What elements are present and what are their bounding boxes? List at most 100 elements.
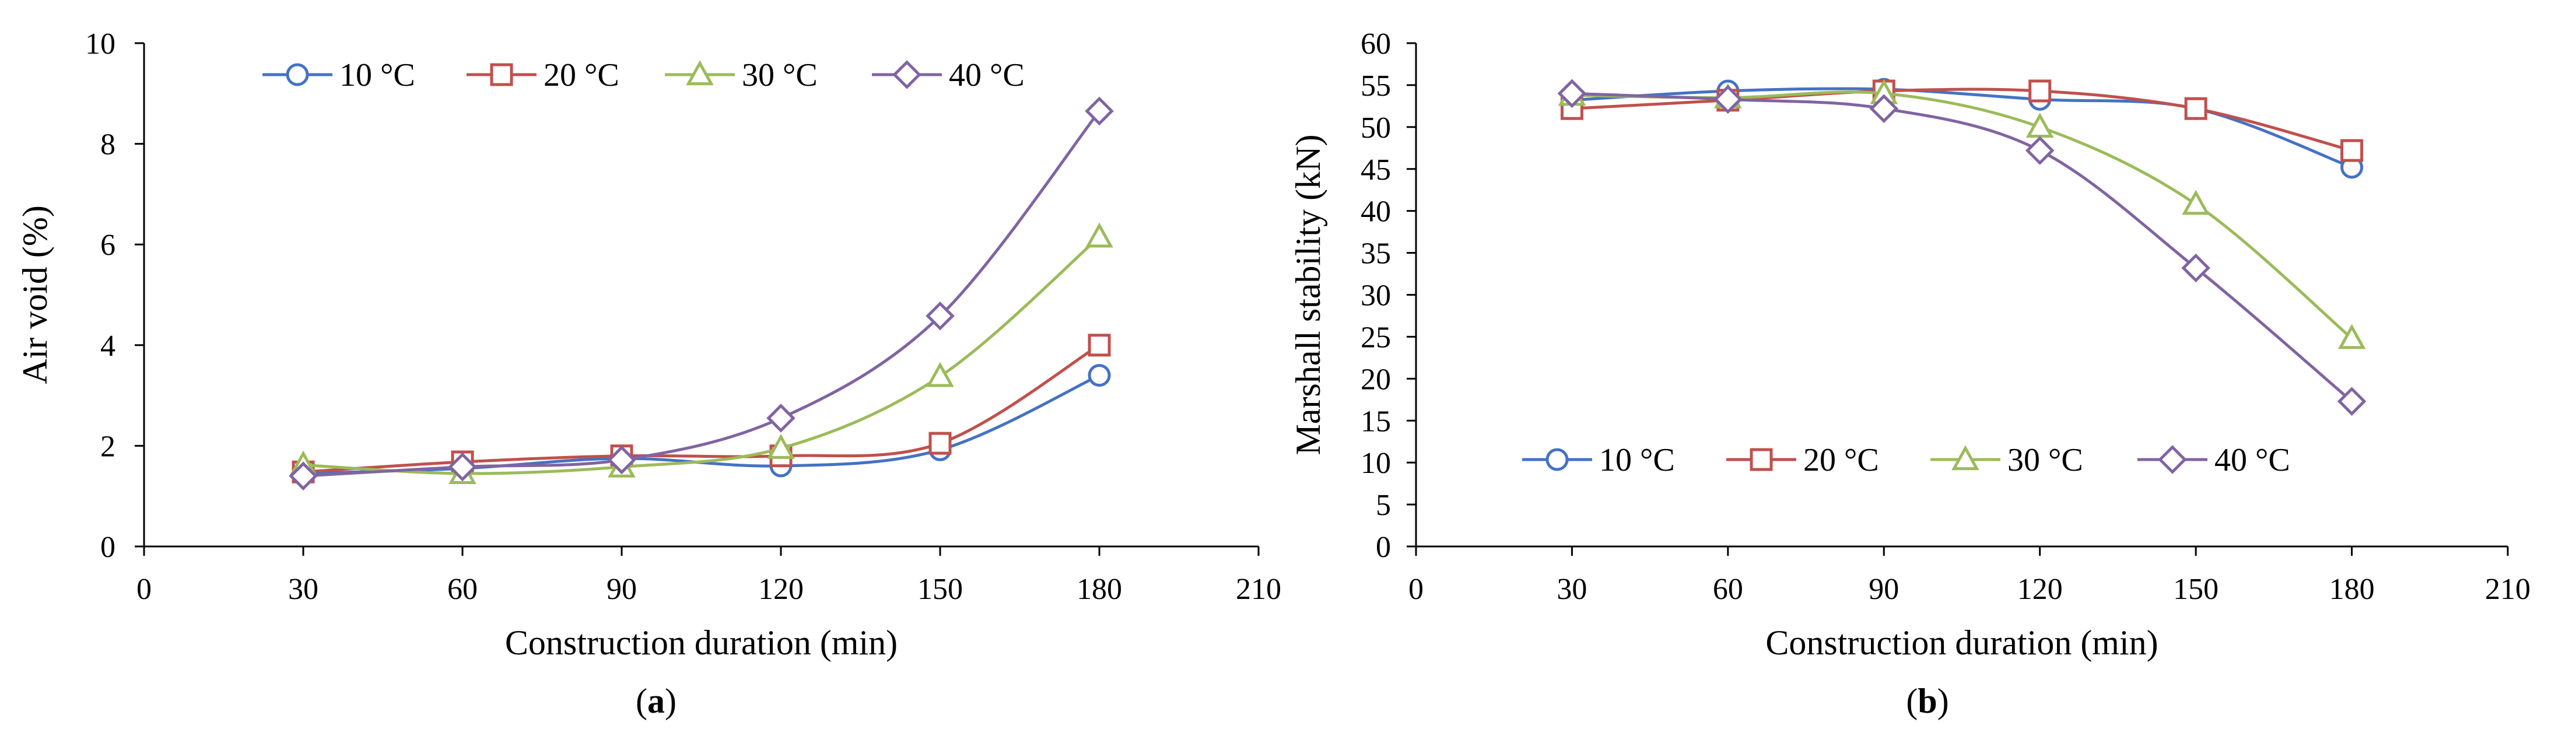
data-point-marker bbox=[289, 461, 318, 490]
data-point-marker bbox=[1713, 85, 1743, 114]
series-line bbox=[303, 236, 1101, 475]
series-line bbox=[303, 344, 1101, 474]
y-axis-title: Marshall stability (kN) bbox=[1289, 135, 1327, 455]
x-tick-label: 60 bbox=[1713, 573, 1743, 606]
legend-item: 20 °C bbox=[467, 57, 619, 93]
x-tick-label: 180 bbox=[1077, 573, 1122, 606]
y-tick-label: 8 bbox=[100, 128, 115, 162]
x-tick-label: 180 bbox=[2329, 573, 2375, 606]
series-line bbox=[1572, 87, 2353, 169]
data-point-marker bbox=[2028, 79, 2052, 103]
legend-item: 10 °C bbox=[262, 57, 415, 93]
caption-a-close: ) bbox=[665, 682, 677, 720]
data-point-marker bbox=[607, 445, 636, 475]
legend-item: 40 °C bbox=[2137, 442, 2290, 478]
data-point-marker bbox=[2340, 139, 2364, 162]
series-line bbox=[1572, 87, 2353, 152]
legend-label: 40 °C bbox=[949, 57, 1025, 93]
legend-marker bbox=[2158, 445, 2187, 474]
legend: 10 °C 20 °C 30 °C 40 °C bbox=[262, 57, 1025, 93]
caption-b: (b) bbox=[1906, 682, 1948, 720]
series-30c bbox=[289, 222, 1113, 485]
data-point-marker bbox=[1088, 334, 1111, 357]
x-tick-label: 210 bbox=[1236, 573, 1281, 606]
caption-a: (a) bbox=[636, 682, 677, 720]
caption-b-close: ) bbox=[1937, 682, 1949, 720]
legend-label: 40 °C bbox=[2214, 442, 2290, 478]
y-tick-label: 4 bbox=[100, 330, 115, 363]
data-point-marker bbox=[1085, 96, 1114, 126]
legend-label: 20 °C bbox=[1803, 442, 1879, 478]
data-point-marker bbox=[1557, 79, 1587, 108]
y-tick-label: 45 bbox=[1361, 153, 1391, 187]
y-tick-label: 25 bbox=[1361, 321, 1391, 354]
data-point-marker bbox=[1085, 222, 1113, 248]
legend-marker bbox=[1750, 448, 1773, 471]
data-point-marker bbox=[2184, 97, 2207, 120]
caption-b-open: ( bbox=[1906, 682, 1918, 720]
legend: 10 °C 20 °C 30 °C 40 °C bbox=[1522, 442, 2290, 478]
y-tick-label: 15 bbox=[1361, 405, 1391, 438]
legend-marker bbox=[1545, 448, 1569, 471]
chart-a: 0 2 4 6 8 10 0 30 60 90 120 150 180 210 Construction d… bbox=[16, 27, 1281, 662]
data-point-marker bbox=[2182, 190, 2210, 215]
legend-marker bbox=[686, 60, 714, 86]
data-point-marker bbox=[766, 404, 795, 433]
data-point-marker bbox=[2181, 253, 2210, 283]
y-tick-label: 20 bbox=[1361, 363, 1391, 396]
y-tick-label: 6 bbox=[100, 229, 115, 262]
series-40c bbox=[289, 96, 1114, 490]
legend-item: 40 °C bbox=[872, 57, 1025, 93]
x-tick-label: 150 bbox=[917, 573, 963, 606]
data-point-marker bbox=[2337, 324, 2366, 349]
data-point-marker bbox=[448, 452, 477, 482]
x-tick-label: 150 bbox=[2173, 573, 2218, 606]
caption-b-letter: b bbox=[1918, 682, 1937, 720]
x-tick-label: 0 bbox=[136, 573, 152, 606]
y-tick-label: 0 bbox=[100, 531, 115, 564]
caption-a-letter: a bbox=[647, 682, 665, 720]
x-tick-label: 60 bbox=[447, 573, 478, 606]
legend-label: 10 °C bbox=[1599, 442, 1675, 478]
legend-label: 20 °C bbox=[544, 57, 619, 93]
legend-item: 20 °C bbox=[1726, 442, 1879, 478]
y-tick-label: 10 bbox=[1361, 447, 1391, 480]
legend-label: 30 °C bbox=[742, 57, 818, 93]
legend-item: 10 °C bbox=[1522, 442, 1675, 478]
x-tick-label: 90 bbox=[607, 573, 637, 606]
series-20c bbox=[292, 334, 1111, 483]
series-40c bbox=[1557, 79, 2367, 416]
x-axis-title: Construction duration (min) bbox=[1765, 623, 2158, 662]
y-tick-label: 60 bbox=[1361, 27, 1391, 61]
y-tick-label: 55 bbox=[1361, 69, 1391, 103]
legend-item: 30 °C bbox=[665, 57, 818, 93]
data-point-marker bbox=[2337, 387, 2367, 416]
data-point-marker bbox=[2025, 136, 2055, 165]
legend-item: 30 °C bbox=[1930, 442, 2083, 478]
data-point-marker bbox=[767, 434, 795, 459]
series-line bbox=[1572, 92, 2353, 403]
y-tick-label: 10 bbox=[85, 27, 115, 61]
series-10c bbox=[1560, 78, 2364, 179]
data-point-marker bbox=[1088, 364, 1111, 387]
x-tick-label: 30 bbox=[288, 573, 318, 606]
y-tick-label: 50 bbox=[1361, 111, 1391, 145]
chart-b: 0 5 10 15 20 25 30 35 40 45 50 55 60 0 30 60 90 120 150 180… bbox=[1289, 27, 2531, 662]
x-tick-label: 90 bbox=[1869, 573, 1899, 606]
caption-a-open: ( bbox=[636, 682, 647, 720]
x-tick-label: 120 bbox=[758, 573, 804, 606]
y-tick-label: 40 bbox=[1361, 195, 1391, 229]
series-line bbox=[303, 110, 1101, 478]
data-point-marker bbox=[2025, 113, 2054, 138]
x-tick-label: 0 bbox=[1408, 573, 1424, 606]
legend-label: 10 °C bbox=[339, 57, 415, 93]
legend-marker bbox=[490, 63, 513, 86]
x-tick-label: 120 bbox=[2017, 573, 2063, 606]
y-tick-label: 30 bbox=[1361, 279, 1391, 313]
data-point-marker bbox=[926, 301, 955, 331]
y-tick-label: 35 bbox=[1361, 237, 1391, 271]
legend-marker bbox=[1951, 445, 1979, 471]
data-point-marker bbox=[928, 432, 952, 455]
data-point-marker bbox=[1869, 94, 1899, 123]
